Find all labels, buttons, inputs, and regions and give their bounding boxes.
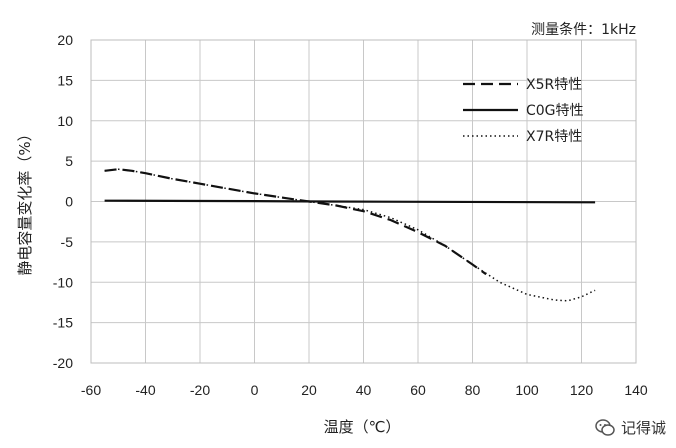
legend-c0g-label: C0G特性	[526, 103, 584, 119]
series-line-x7r	[104, 168, 596, 302]
x-axis-title: 温度（℃）	[324, 418, 401, 436]
y-tick-label: 0	[65, 194, 73, 210]
y-tick-label: -10	[53, 274, 73, 290]
x-tick-label: 40	[356, 382, 372, 398]
series-line-x5r	[104, 168, 487, 276]
y-tick-label: -15	[53, 315, 73, 331]
x-tick-label: 140	[624, 382, 648, 398]
x-tick-label: 20	[301, 382, 317, 398]
x-tick-label: 80	[465, 382, 481, 398]
y-tick-label: 15	[57, 72, 73, 88]
x-tick-label: 120	[570, 382, 594, 398]
y-tick-label: -20	[53, 355, 73, 371]
x-tick-label: -40	[135, 382, 155, 398]
legend: X5R特性 C0G特性 X7R特性	[463, 77, 584, 145]
x-axis-ticks: -60 -40 -20 0 20 40 60 80 100 120 140	[81, 382, 648, 398]
watermark-text: 记得诚	[620, 419, 666, 437]
x-tick-label: -60	[81, 382, 101, 398]
wechat-icon	[595, 418, 615, 436]
legend-x5r-label: X5R特性	[526, 77, 582, 93]
x-tick-label: -20	[190, 382, 210, 398]
measurement-note: 测量条件：1kHz	[531, 21, 636, 38]
x-tick-label: 0	[251, 382, 259, 398]
series-group	[104, 168, 596, 302]
y-tick-label: 5	[65, 153, 73, 169]
legend-x7r-label: X7R特性	[526, 129, 582, 145]
plot-frame	[90, 39, 637, 364]
y-tick-label: 10	[57, 113, 73, 129]
y-axis-ticks: -20 -15 -10 -5 0 5 10 15 20	[53, 32, 73, 371]
series-line-c0g	[104, 199, 596, 204]
y-axis-title: 静电容量变化率（%）	[16, 126, 34, 275]
x-tick-label: 60	[410, 382, 426, 398]
watermark: 记得诚	[595, 417, 666, 438]
y-tick-label: -5	[61, 234, 74, 250]
y-tick-label: 20	[57, 32, 73, 48]
x-tick-label: 100	[515, 382, 539, 398]
